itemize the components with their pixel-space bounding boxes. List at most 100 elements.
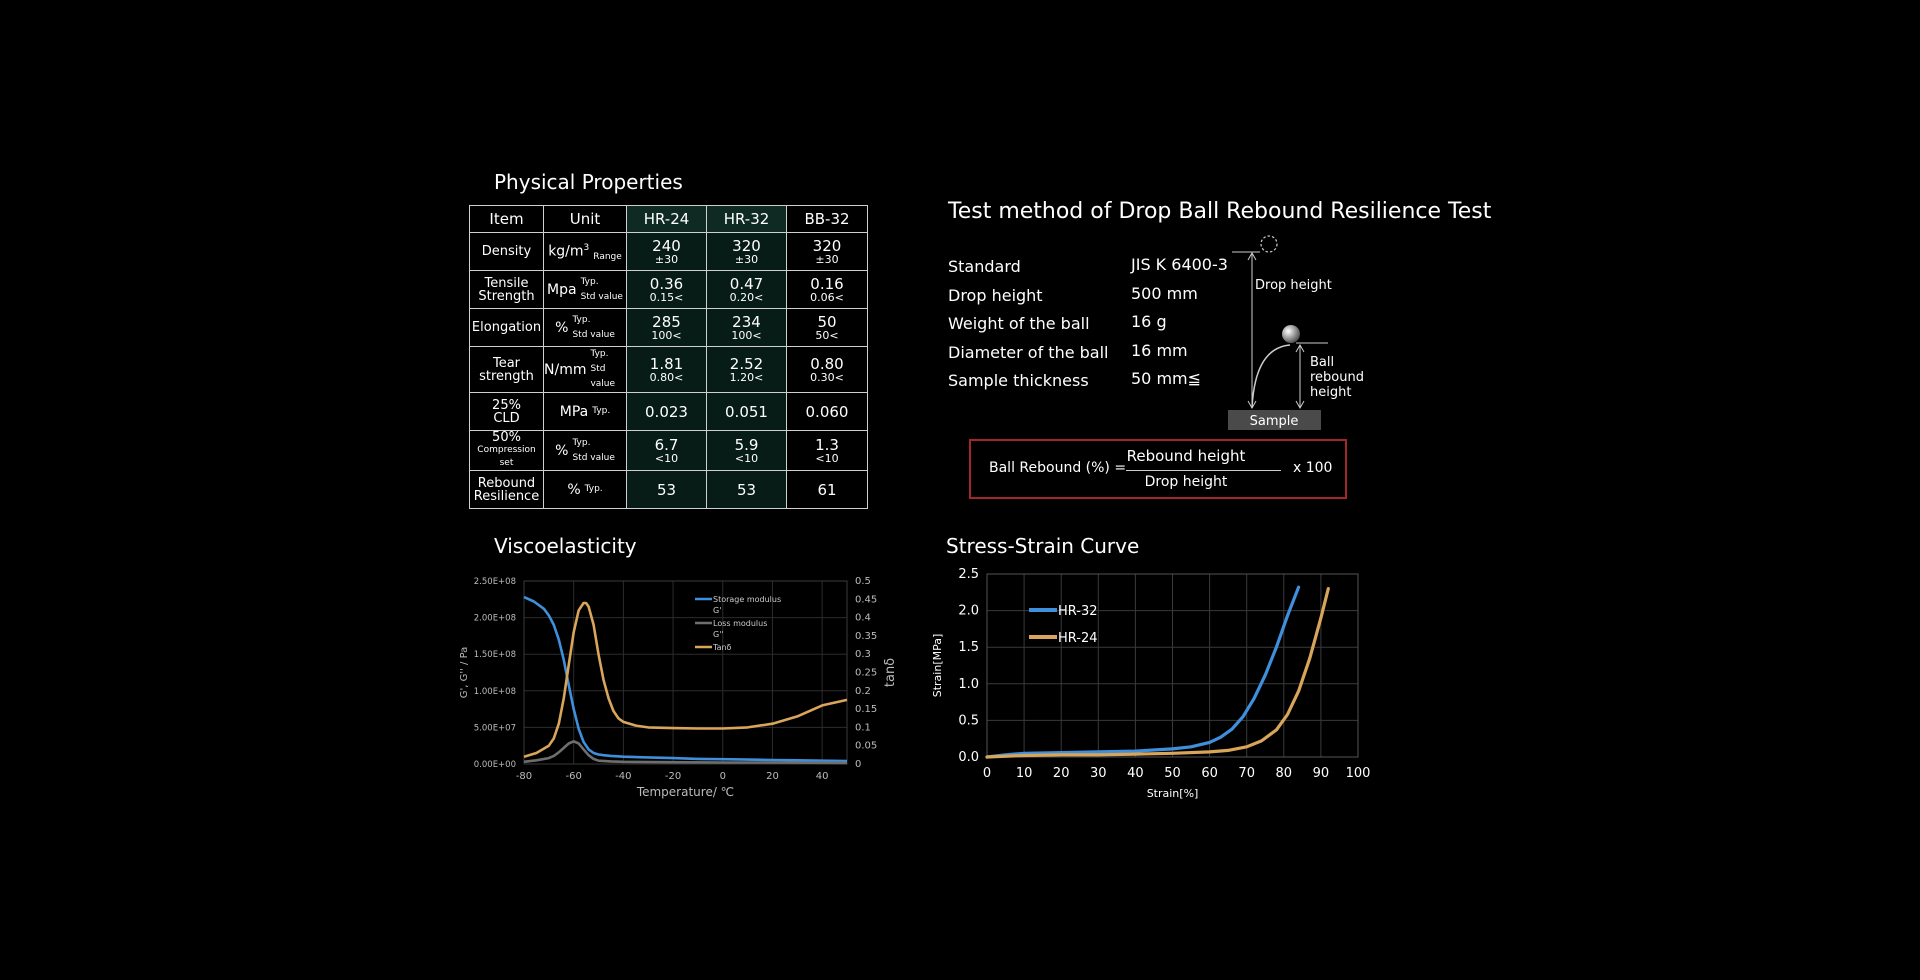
value-cell: 234 100< [706,308,787,347]
value-sub: <10 [734,451,759,465]
value-main: 50 [817,312,837,331]
header-bb32: BB-32 [786,205,868,233]
value-cell: 53 [626,470,707,509]
item-label: Tensile [484,275,529,291]
value-main: 1.81 [649,354,684,373]
spec-value: 16 g [1131,312,1167,331]
y-tick-label: 1.00E+08 [474,687,516,697]
value-main: 320 [732,236,761,255]
item-label: Elongation [471,320,542,335]
unit-text: N/mm [544,361,587,378]
x-tick-label: 0 [720,771,726,782]
stress-strain-title: Stress-Strain Curve [946,534,1140,558]
y2-tick-label: 0.4 [855,613,871,624]
header-hr32: HR-32 [706,205,787,233]
spec-value: 16 mm [1131,341,1188,360]
value-main: 6.7 [654,435,679,454]
value-main: 1.3 [815,435,839,454]
table-row: Tensile Strength Mpa Typ. Std value 0.36 0.15<… [469,270,868,309]
x-tick-label: 30 [1090,766,1107,781]
value-cell: 0.16 0.06< [786,270,868,309]
unit-wrap: N/mm Typ. Std value [544,347,626,392]
x-tick-label: 70 [1238,766,1255,781]
unit-cell: % Typ. [543,470,627,509]
x-tick-label: 50 [1164,766,1181,781]
spec-label: Diameter of the ball [948,343,1109,362]
y2-tick-label: 0.5 [855,576,871,587]
value-main: 53 [736,480,757,499]
y-tick-label: 0.5 [958,713,979,728]
item-label: Resilience [473,488,540,504]
value-cell: 320 ±30 [706,232,787,271]
legend-label: Tanδ [712,643,732,652]
qualifier-label: Typ. [590,349,609,359]
unit-cell: % Typ. Std value [543,308,627,347]
header-item: Item [469,205,544,233]
y-axis-label: G', G'' / Pa [459,647,470,699]
qualifier-label: Typ. [584,484,603,494]
table-row: Tear strength N/mm Typ. Std value 1.81 0.80< 2.… [469,346,868,393]
x-tick-label: 20 [766,771,779,782]
legend-label: HR-24 [1058,631,1098,646]
unit-wrap: kg/m3 Range [544,238,626,265]
viscoelasticity-title: Viscoelasticity [494,534,637,558]
value-sub: ±30 [654,252,679,266]
x-axis-label: Temperature/ ℃ [636,785,734,799]
x-tick-label: 20 [1053,766,1070,781]
viscoelasticity-chart: 0.00E+00 5.00E+07 1.00E+08 1.50E+08 2.00E+08… [459,576,898,799]
value-cell: 0.051 [706,392,787,431]
unit-label: % [555,443,568,459]
series-line-hr-24 [985,587,1330,759]
stress-strain-chart: 0.0 0.5 1.0 1.5 2.0 2.5 0 10 20 30 40 50 60 70 80 90 100… [931,567,1370,800]
item-label: Density [481,244,532,259]
x-tick-label: -60 [566,771,582,782]
table-row: Rebound Resilience% Typ. 53 53 61 [469,470,868,509]
y2-tick-label: 0.15 [855,704,877,715]
qualifier-label: Std value [572,452,615,463]
formula-denominator: Drop height [1144,474,1228,490]
value-cell: 5.9 <10 [706,430,787,471]
x-tick-label: 40 [816,771,829,782]
qualifier-group: Typ. [585,482,603,497]
rebound-label-2: rebound [1310,370,1364,385]
physical-properties-table: Item Unit HR-24 HR-32 BB-32 Density kg/m3… [469,205,868,509]
series-line-hr-32 [985,585,1301,759]
x-tick-label: 90 [1313,766,1330,781]
unit-cell: N/mm Typ. Std value [543,346,627,393]
item-label: Tear [492,355,521,371]
value-main: 320 [812,236,842,255]
qualifier-label: Range [593,252,622,262]
spec-value: 500 mm [1131,284,1198,303]
unit-text: kg/m [548,243,584,260]
plot-frame [523,580,848,765]
x-tick-label: 80 [1276,766,1293,781]
legend-label: Loss modulus [713,619,767,628]
value-sub: 0.06< [810,290,844,304]
spec-label: Weight of the ball [948,314,1090,333]
value-cell: 0.023 [626,392,707,431]
unit-cell: Mpa Typ. Std value [543,270,627,309]
x-tick-label: -20 [665,771,681,782]
qualifier-label: Typ. [592,406,611,416]
value-main: 0.16 [810,274,844,293]
table-header-row: Item Unit HR-24 HR-32 BB-32 [469,205,868,233]
value-main: 0.80 [810,354,844,373]
value-sub: <10 [654,451,679,465]
spec-value: 50 mm≦ [1131,369,1202,388]
qualifier-group: Typ. Std value [581,275,623,305]
value-main: 2.52 [729,354,764,373]
value-cell: 285 100< [626,308,707,347]
value-sub: 100< [731,328,762,342]
value-cell: 50 50< [786,308,868,347]
value-main: 234 [732,312,761,331]
qualifier-group: Typ. Std value [572,436,614,466]
value-sub: ±30 [815,252,839,266]
y2-tick-label: 0.1 [855,722,871,733]
item-label: strength [479,368,534,384]
rebound-label-3: height [1310,385,1351,400]
item-label: Rebound [477,475,536,491]
sample-block [1228,410,1321,430]
spec-label: Drop height [948,286,1043,305]
unit-label: % [567,482,580,498]
value-cell: 6.7 <10 [626,430,707,471]
